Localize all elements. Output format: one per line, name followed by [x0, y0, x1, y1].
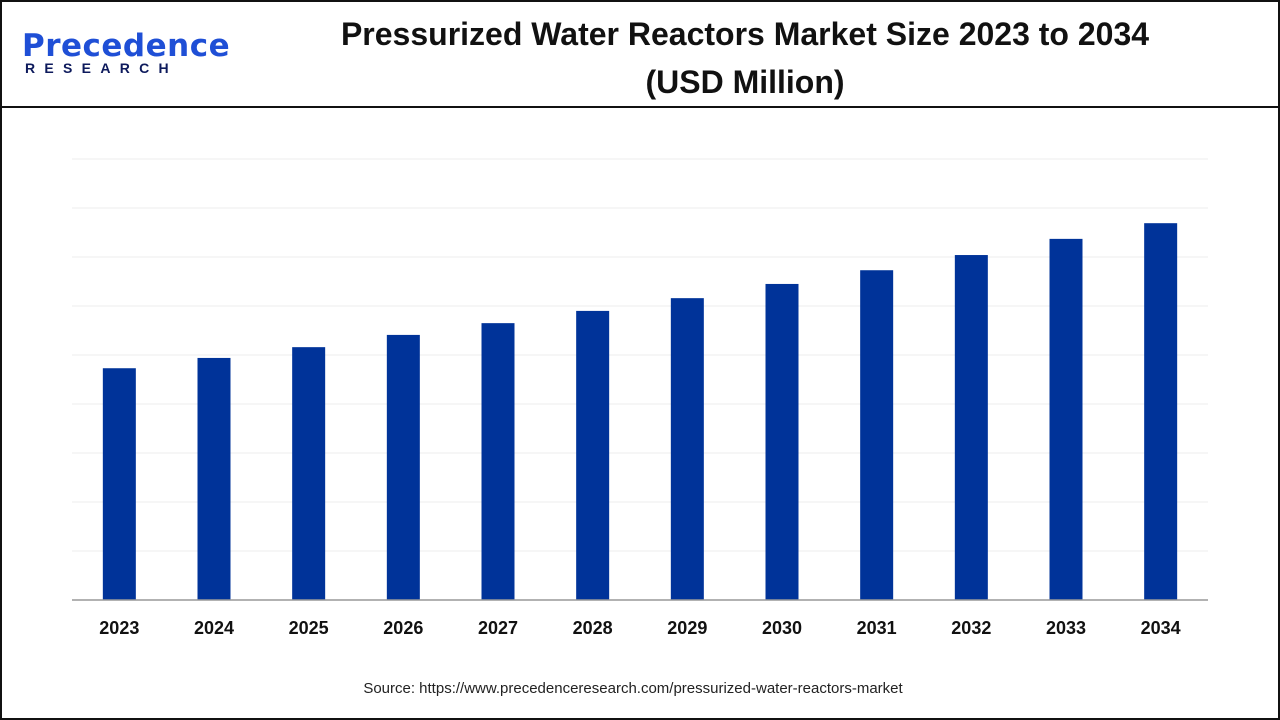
bar-2031 — [860, 270, 894, 600]
x-tick-label: 2034 — [1141, 618, 1181, 638]
title-line-1: Pressurized Water Reactors Market Size 2… — [340, 16, 1150, 52]
bar-2024 — [197, 357, 231, 600]
chart-title: Pressurized Water Reactors Market Size 2… — [290, 10, 1200, 106]
x-tick-label: 2033 — [1046, 618, 1086, 638]
bar-2026 — [386, 334, 420, 600]
x-tick-label: 2030 — [762, 618, 802, 638]
x-tick-label: 2026 — [383, 618, 423, 638]
logo-subtitle: RESEARCH — [25, 60, 178, 76]
x-tick-label: 2023 — [99, 618, 139, 638]
header: Precedence RESEARCH Pressurized Water Re… — [0, 0, 1280, 108]
x-tick-label: 2025 — [289, 618, 329, 638]
bar-2033 — [1049, 238, 1083, 600]
source-note: Source: https://www.precedenceresearch.c… — [363, 680, 903, 697]
title-line-2: (USD Million) — [645, 64, 845, 100]
logo-wordmark: Precedence — [22, 28, 231, 64]
x-tick-label: 2029 — [667, 618, 707, 638]
bar-2025 — [292, 347, 326, 600]
bar-2030 — [765, 283, 799, 600]
x-tick-label: 2031 — [857, 618, 897, 638]
bar-2032 — [954, 255, 988, 601]
bar-2034 — [1144, 223, 1178, 600]
x-tick-label: 2024 — [194, 618, 234, 638]
x-tick-label: 2028 — [573, 618, 613, 638]
bar-2023 — [102, 368, 136, 600]
bar-2028 — [576, 310, 610, 600]
x-tick-label: 2032 — [951, 618, 991, 638]
precedence-research-logo: Precedence RESEARCH — [22, 28, 230, 76]
bar-2029 — [670, 298, 704, 600]
bar-2027 — [481, 323, 515, 600]
x-tick-label: 2027 — [478, 618, 518, 638]
